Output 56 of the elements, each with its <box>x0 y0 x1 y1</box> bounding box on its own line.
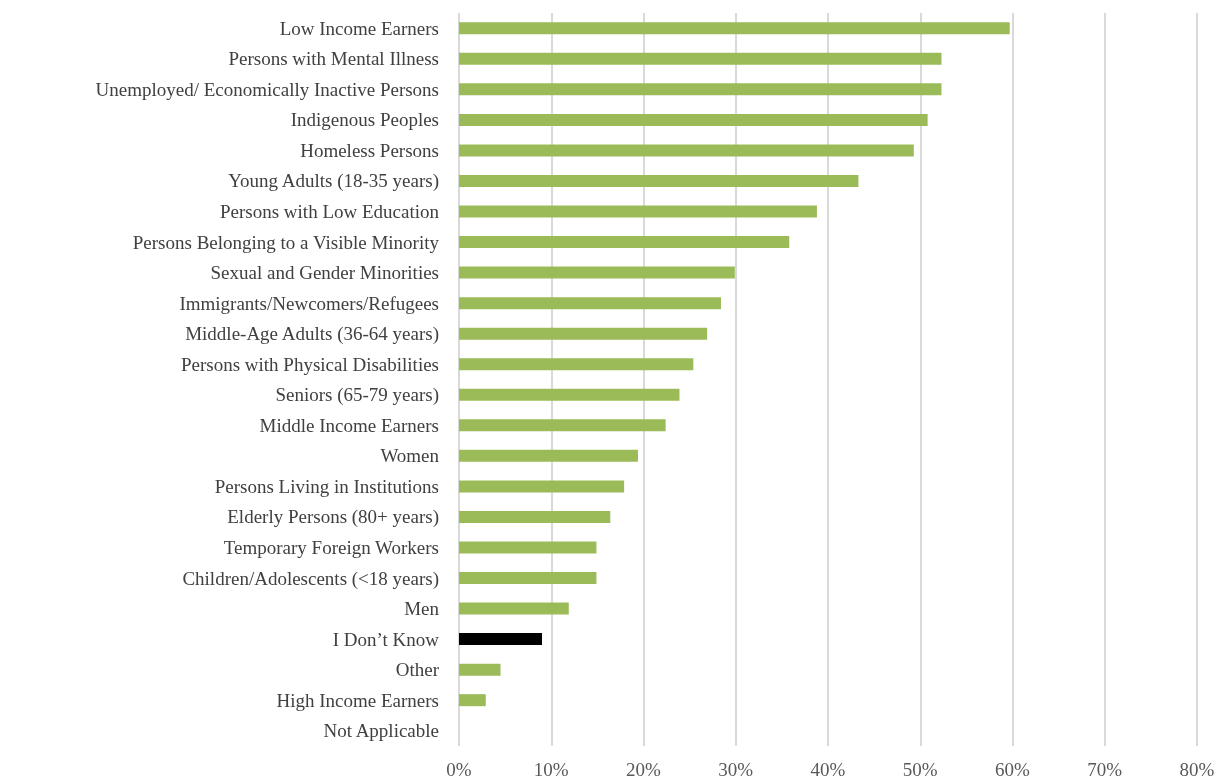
bar <box>459 297 721 310</box>
y-tick-label: Persons with Mental Illness <box>228 48 439 70</box>
x-tick-label: 60% <box>995 759 1031 780</box>
bar <box>459 205 817 218</box>
y-tick-label: Middle Income Earners <box>259 414 439 436</box>
bar <box>459 113 928 126</box>
x-tick-label: 40% <box>810 759 846 780</box>
y-tick-label: Elderly Persons (80+ years) <box>227 506 439 529</box>
x-tick-label: 10% <box>533 759 569 780</box>
y-tick-label: Homeless Persons <box>300 139 439 161</box>
x-tick-label: 70% <box>1087 759 1123 780</box>
y-tick-label: Seniors (65-79 years) <box>275 384 439 407</box>
bar <box>459 174 859 187</box>
bar <box>459 572 597 585</box>
bar <box>459 480 625 493</box>
bar <box>459 510 611 523</box>
y-tick-label: Middle-Age Adults (36-64 years) <box>185 323 439 346</box>
bar <box>459 236 790 249</box>
bar <box>459 22 1010 35</box>
bar <box>459 358 694 371</box>
y-tick-label: I Don’t Know <box>332 628 440 650</box>
bar <box>459 541 597 554</box>
y-tick-label: Immigrants/Newcomers/Refugees <box>179 292 439 314</box>
bar <box>459 266 735 279</box>
y-tick-label: High Income Earners <box>276 689 439 711</box>
y-tick-label: Children/Adolescents (<18 years) <box>182 567 439 590</box>
x-tick-label: 20% <box>626 759 662 780</box>
y-tick-label: Other <box>395 659 440 681</box>
bar <box>459 327 708 340</box>
x-tick-label: 50% <box>902 759 938 780</box>
y-tick-label: Not Applicable <box>323 720 439 742</box>
y-tick-label: Low Income Earners <box>279 17 439 39</box>
bar <box>459 449 638 462</box>
y-tick-label: Indigenous Peoples <box>290 109 439 131</box>
bar <box>459 633 543 646</box>
bar <box>459 694 486 707</box>
x-tick-label: 30% <box>718 759 754 780</box>
bar <box>459 388 680 401</box>
bar <box>459 602 569 615</box>
bar <box>459 419 666 432</box>
y-tick-label: Unemployed/ Economically Inactive Persons <box>95 78 439 100</box>
bar <box>459 144 914 157</box>
bar <box>459 83 942 96</box>
y-tick-label: Persons Belonging to a Visible Minority <box>132 231 440 253</box>
bar <box>459 663 501 676</box>
x-tick-label: 80% <box>1179 759 1215 780</box>
y-tick-label: Persons with Low Education <box>219 201 440 223</box>
y-tick-label: Persons with Physical Disabilities <box>180 353 439 375</box>
y-tick-label: Women <box>380 445 440 467</box>
y-tick-label: Persons Living in Institutions <box>214 475 439 497</box>
y-tick-label: Sexual and Gender Minorities <box>210 262 439 284</box>
bar <box>459 52 942 65</box>
y-tick-label: Young Adults (18-35 years) <box>228 170 439 193</box>
x-tick-label: 0% <box>446 759 472 780</box>
y-tick-label: Men <box>404 598 440 620</box>
y-tick-label: Temporary Foreign Workers <box>223 536 439 558</box>
